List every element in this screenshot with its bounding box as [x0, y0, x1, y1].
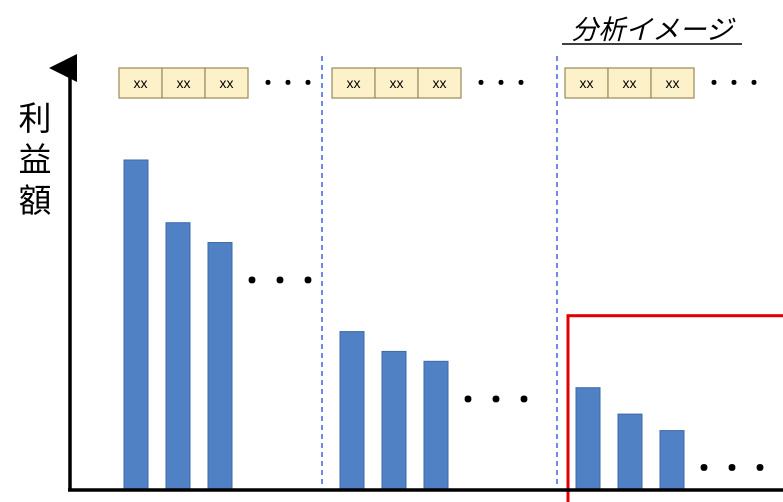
y-axis-label-char: 額 [19, 181, 52, 220]
header-ellipsis: ・・・ [704, 71, 764, 95]
category-label: xx [390, 75, 404, 91]
y-axis-label-char: 利 [19, 99, 52, 138]
bar [423, 360, 449, 491]
y-axis-label: 利益額 [19, 99, 52, 220]
category-label: xx [177, 75, 191, 91]
category-label: xx [347, 75, 361, 91]
category-label: xx [433, 75, 447, 91]
category-label-cell [650, 67, 695, 99]
bar [123, 159, 149, 491]
category-label-cell [374, 67, 419, 99]
category-label: xx [666, 75, 680, 91]
bar [207, 242, 233, 491]
bar-ellipsis: ・・・ [238, 265, 322, 298]
bar-ellipsis: ・・・ [454, 383, 538, 416]
y-axis-label-char: 益 [19, 140, 52, 179]
category-label-cell [161, 67, 206, 99]
category-label: xx [580, 75, 594, 91]
category-label-cell [417, 67, 462, 99]
bar-ellipsis: ・・・ [690, 452, 774, 485]
bar [659, 430, 685, 491]
category-label-cell [607, 67, 652, 99]
bar [381, 350, 407, 491]
category-label-cell [118, 67, 163, 99]
category-label: xx [623, 75, 637, 91]
chart-title: 分析イメージ [571, 15, 735, 46]
header-ellipsis: ・・・ [471, 71, 531, 95]
category-label: xx [220, 75, 234, 91]
category-label: xx [134, 75, 148, 91]
bar [617, 413, 643, 491]
highlight-box [566, 314, 783, 502]
bar [575, 387, 601, 491]
category-label-cell [331, 67, 376, 99]
bar [165, 222, 191, 491]
header-ellipsis: ・・・ [258, 71, 318, 95]
bar [339, 331, 365, 491]
category-label-cell [204, 67, 249, 99]
